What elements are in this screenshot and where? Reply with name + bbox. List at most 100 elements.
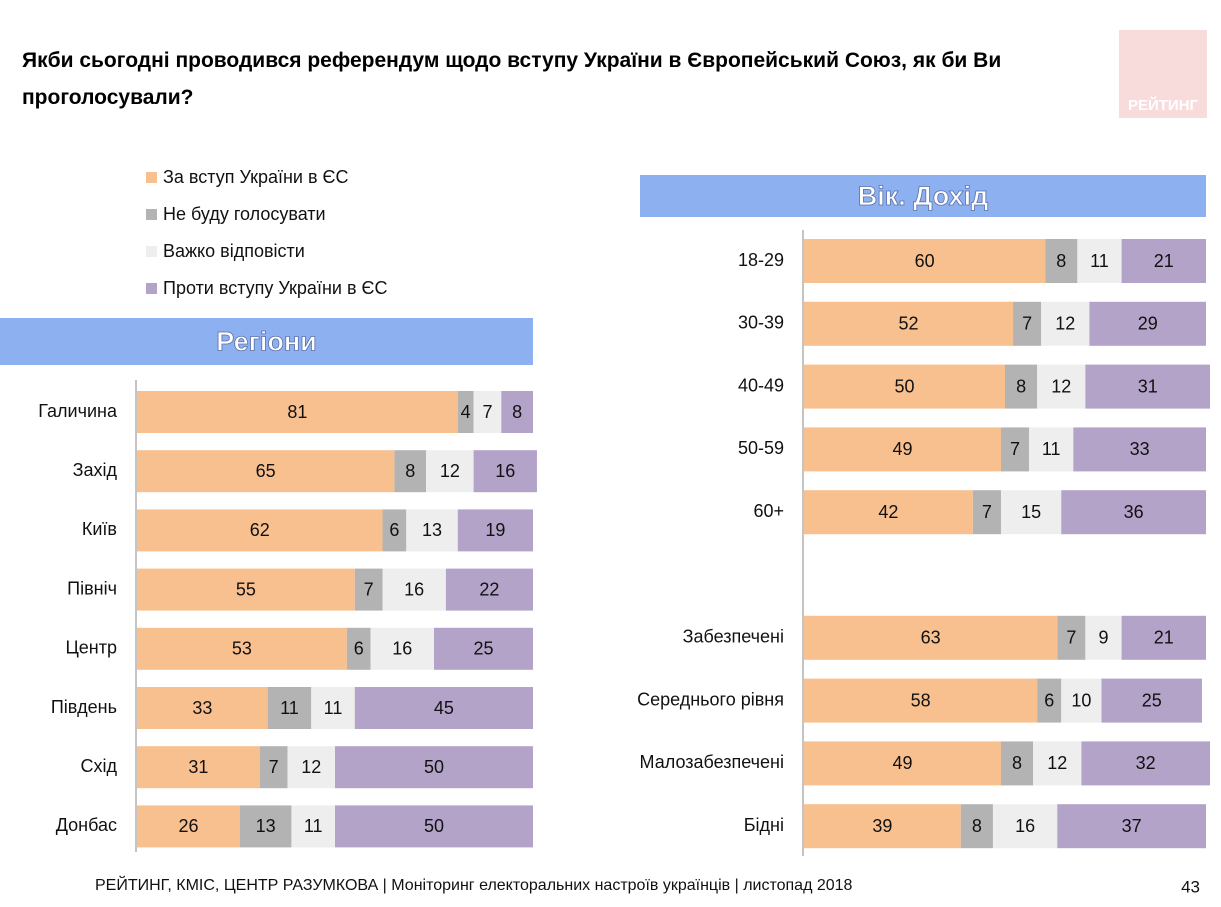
value-label: 8 <box>1056 251 1066 271</box>
bar-segment <box>370 627 434 670</box>
category-label: Малозабезпечені <box>640 752 784 772</box>
value-label: 45 <box>434 698 454 718</box>
value-label: 12 <box>1055 314 1075 334</box>
value-label: 33 <box>1130 439 1150 459</box>
value-label: 8 <box>1016 376 1026 396</box>
legend-swatch <box>146 172 157 183</box>
bar-segment <box>1000 741 1034 786</box>
value-label: 42 <box>878 502 898 522</box>
value-label: 60 <box>915 251 935 271</box>
value-label: 7 <box>982 502 992 522</box>
bar-segment <box>137 391 458 433</box>
value-label: 22 <box>479 579 499 599</box>
bar-segment <box>354 568 383 611</box>
bar-segment <box>1037 364 1086 409</box>
value-label: 55 <box>236 579 256 599</box>
bar-segment <box>239 805 292 848</box>
bar-segment <box>406 509 458 552</box>
legend-label: За вступ України в ЄС <box>163 167 348 187</box>
value-label: 6 <box>1044 690 1054 710</box>
value-label: 8 <box>405 461 415 481</box>
category-label: Донбас <box>56 815 117 835</box>
value-label: 49 <box>892 753 912 773</box>
bar-segment <box>1121 239 1206 283</box>
category-label: Південь <box>51 697 117 717</box>
value-label: 81 <box>287 402 307 422</box>
bar-segment <box>804 741 1001 786</box>
bar-segment <box>137 568 355 611</box>
category-label: Північ <box>67 578 117 598</box>
bar-segment <box>1057 615 1086 660</box>
value-label: 6 <box>354 639 364 659</box>
value-label: 19 <box>485 520 505 540</box>
category-label: Київ <box>82 519 117 539</box>
value-label: 11 <box>1090 251 1109 271</box>
value-label: 65 <box>256 461 276 481</box>
value-label: 39 <box>872 816 892 836</box>
legend-swatch <box>146 246 157 257</box>
value-label: 21 <box>1154 628 1174 648</box>
bar-segment <box>1077 239 1122 283</box>
bar-segment <box>1121 615 1206 660</box>
bar-segment <box>804 239 1046 283</box>
bar-segment <box>335 746 533 789</box>
category-label: Схід <box>80 756 117 776</box>
category-label: 60+ <box>753 501 784 521</box>
value-label: 13 <box>422 520 442 540</box>
value-label: 9 <box>1098 628 1108 648</box>
bar-segment <box>1037 678 1062 723</box>
bar-segment <box>804 804 961 849</box>
value-label: 58 <box>911 690 931 710</box>
bar-segment <box>1057 804 1206 849</box>
bar-segment <box>1085 364 1211 409</box>
value-label: 16 <box>1015 816 1035 836</box>
value-label: 25 <box>1142 690 1162 710</box>
value-label: 8 <box>972 816 982 836</box>
value-label: 8 <box>512 402 522 422</box>
value-label: 36 <box>1124 502 1144 522</box>
bar-segment <box>137 805 240 848</box>
bar-segment <box>287 746 335 789</box>
value-label: 31 <box>188 757 208 777</box>
category-label: 50-59 <box>738 438 784 458</box>
category-label: Бідні <box>744 815 784 835</box>
bar-segment <box>1045 239 1078 283</box>
value-label: 12 <box>1051 376 1071 396</box>
value-label: 29 <box>1138 314 1158 334</box>
value-label: 4 <box>461 402 471 422</box>
bar-segment <box>1081 741 1211 786</box>
value-label: 16 <box>404 579 424 599</box>
bar-segment <box>804 490 973 535</box>
value-label: 49 <box>892 439 912 459</box>
logo-text: РЕЙТИНГ <box>1128 96 1199 114</box>
bar-segment <box>804 301 1014 346</box>
bar-segment <box>137 509 383 552</box>
bar-segment <box>346 627 371 670</box>
bar-segment <box>1061 490 1206 535</box>
legend-label: Не буду голосувати <box>163 204 326 224</box>
bar-segment <box>382 509 407 552</box>
bar-segment <box>1005 364 1038 409</box>
logo-box <box>1119 30 1207 118</box>
bar-segment <box>1101 678 1202 723</box>
category-label: Забезпечені <box>683 627 784 647</box>
bar-segment <box>1041 301 1090 346</box>
value-label: 12 <box>301 757 321 777</box>
bar-segment <box>1033 741 1082 786</box>
legend-label: Проти вступу України в ЄС <box>163 278 387 298</box>
legend-swatch <box>146 209 157 220</box>
section-title: Вік. Дохід <box>858 181 989 211</box>
value-label: 7 <box>269 757 279 777</box>
value-label: 50 <box>894 376 914 396</box>
value-label: 52 <box>899 314 919 334</box>
bar-segment <box>1029 427 1074 472</box>
bar-segment <box>1089 301 1206 346</box>
bar-segment <box>137 746 260 789</box>
bar-segment <box>137 450 395 493</box>
bar-segment <box>137 627 347 670</box>
bar-segment <box>354 687 533 729</box>
value-label: 11 <box>324 698 343 718</box>
bar-segment <box>137 687 268 729</box>
